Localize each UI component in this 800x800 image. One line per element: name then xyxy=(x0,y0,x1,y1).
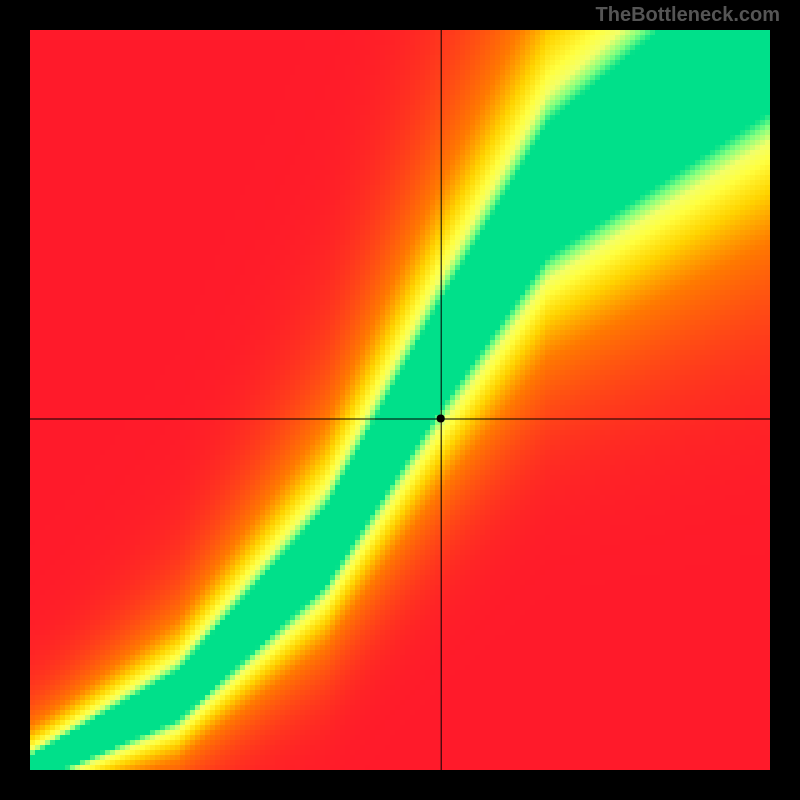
heatmap-canvas xyxy=(30,30,770,770)
watermark-text: TheBottleneck.com xyxy=(596,4,780,27)
chart-container: TheBottleneck.com xyxy=(0,0,800,800)
heatmap-plot xyxy=(30,30,770,770)
